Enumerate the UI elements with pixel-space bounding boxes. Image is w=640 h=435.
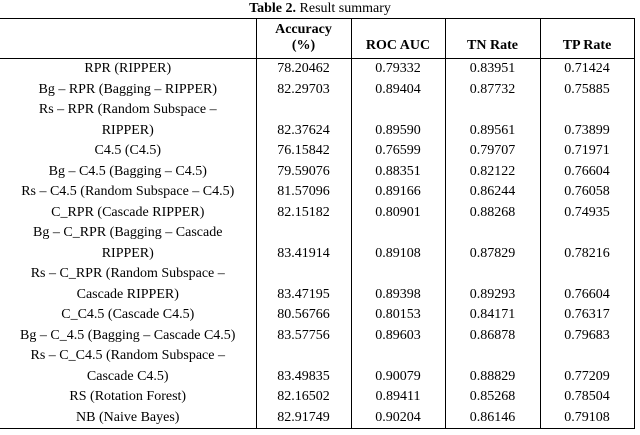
- table-body: RPR (RIPPER) 78.20462 0.79332 0.83951 0.…: [0, 58, 635, 429]
- tp-rate-cell: 0.76058: [539, 182, 635, 203]
- tp-rate-cell: 0.76317: [539, 305, 635, 326]
- tn-rate-cell: 0.83951: [444, 58, 540, 80]
- roc-auc-cell: 0.90079: [350, 346, 445, 387]
- table-row: Rs – RPR (Random Subspace – RIPPER) 82.3…: [0, 100, 635, 141]
- tn-rate-cell: 0.79707: [444, 141, 540, 162]
- table-row: Rs – C4.5 (Random Subspace – C4.5) 81.57…: [0, 182, 635, 203]
- roc-auc-cell: 0.80153: [350, 305, 445, 326]
- roc-auc-cell: 0.80901: [350, 202, 445, 223]
- column-header-tn-rate: TN Rate: [444, 18, 540, 59]
- accuracy-cell: 82.91749: [255, 407, 351, 429]
- model-label-cell: Rs – C_C4.5 (Random Subspace – Cascade C…: [30, 348, 225, 384]
- table-row: RS (Rotation Forest) 82.16502 0.89411 0.…: [0, 387, 635, 408]
- table-row: Bg – C_RPR (Bagging – Cascade RIPPER) 83…: [0, 223, 635, 264]
- tp-rate-cell: 0.79108: [539, 407, 635, 429]
- column-header-accuracy: Accuracy (%): [255, 18, 351, 59]
- model-label-cell: Bg – C_RPR (Bagging – Cascade RIPPER): [33, 225, 223, 261]
- roc-auc-cell: 0.90204: [350, 407, 445, 429]
- table-row: Bg – RPR (Bagging – RIPPER) 82.29703 0.8…: [0, 79, 635, 100]
- accuracy-cell: 78.20462: [255, 58, 351, 80]
- accuracy-cell: 82.16502: [255, 387, 351, 408]
- tn-rate-cell: 0.82122: [444, 161, 540, 182]
- table-row: C_RPR (Cascade RIPPER) 82.15182 0.80901 …: [0, 202, 635, 223]
- accuracy-cell: 79.59076: [255, 161, 351, 182]
- model-label-cell: NB (Naive Bayes): [76, 409, 180, 425]
- accuracy-cell: 82.37624: [255, 100, 351, 141]
- tp-rate-cell: 0.79683: [539, 325, 635, 346]
- accuracy-cell: 82.15182: [255, 202, 351, 223]
- tp-rate-cell: 0.71971: [539, 141, 635, 162]
- table-caption: Table 2. Result summary: [0, 0, 640, 18]
- tn-rate-cell: 0.86878: [444, 325, 540, 346]
- tn-rate-cell: 0.86244: [444, 182, 540, 203]
- roc-auc-cell: 0.89404: [350, 79, 445, 100]
- table-row: NB (Naive Bayes) 82.91749 0.90204 0.8614…: [0, 407, 635, 429]
- tp-rate-cell: 0.76604: [539, 264, 635, 305]
- roc-auc-cell: 0.89398: [350, 264, 445, 305]
- tn-rate-cell: 0.89561: [444, 100, 540, 141]
- results-table: Accuracy (%) ROC AUC TN Rate TP Rate RPR…: [0, 18, 635, 429]
- accuracy-cell: 82.29703: [255, 79, 351, 100]
- table-row: Rs – C_RPR (Random Subspace – Cascade RI…: [0, 264, 635, 305]
- model-label-cell: RS (Rotation Forest): [69, 389, 187, 404]
- model-label-cell: C_RPR (Cascade RIPPER): [51, 204, 205, 220]
- model-label-cell: RPR (RIPPER): [84, 61, 172, 76]
- tp-rate-cell: 0.75885: [539, 79, 635, 100]
- model-label-cell: Rs – C4.5 (Random Subspace – C4.5): [21, 184, 235, 199]
- tp-rate-cell: 0.77209: [539, 346, 635, 387]
- accuracy-cell: 76.15842: [255, 141, 351, 162]
- table-caption-title: Result summary: [296, 1, 391, 16]
- roc-auc-cell: 0.76599: [350, 141, 445, 162]
- model-label-cell: C_C4.5 (Cascade C4.5): [61, 307, 195, 322]
- table-row: Rs – C_C4.5 (Random Subspace – Cascade C…: [0, 346, 635, 387]
- roc-auc-cell: 0.89590: [350, 100, 445, 141]
- tp-rate-cell: 0.78504: [539, 387, 635, 408]
- roc-auc-cell: 0.79332: [350, 58, 445, 80]
- tn-rate-cell: 0.87829: [444, 223, 540, 264]
- accuracy-cell: 83.47195: [255, 264, 351, 305]
- model-label-cell: Bg – RPR (Bagging – RIPPER): [38, 81, 218, 97]
- header-row: Accuracy (%) ROC AUC TN Rate TP Rate: [0, 18, 635, 59]
- column-header-tp-rate: TP Rate: [539, 18, 635, 59]
- roc-auc-cell: 0.89603: [350, 325, 445, 346]
- table-caption-number: Table 2.: [249, 1, 297, 16]
- tn-rate-cell: 0.89293: [444, 264, 540, 305]
- tp-rate-cell: 0.76604: [539, 161, 635, 182]
- table-row: Bg – C4.5 (Bagging – C4.5) 79.59076 0.88…: [0, 161, 635, 182]
- roc-auc-cell: 0.89166: [350, 182, 445, 203]
- tn-rate-cell: 0.88268: [444, 202, 540, 223]
- table-row: Bg – C_4.5 (Bagging – Cascade C4.5) 83.5…: [0, 325, 635, 346]
- tn-rate-cell: 0.86146: [444, 407, 540, 429]
- tn-rate-cell: 0.84171: [444, 305, 540, 326]
- tp-rate-cell: 0.71424: [539, 58, 635, 80]
- roc-auc-cell: 0.89411: [350, 387, 445, 408]
- accuracy-cell: 83.57756: [255, 325, 351, 346]
- column-header-roc-auc: ROC AUC: [350, 18, 445, 59]
- table-header: Accuracy (%) ROC AUC TN Rate TP Rate: [0, 18, 635, 59]
- column-header-model: [0, 18, 256, 59]
- model-label-cell: Bg – C4.5 (Bagging – C4.5): [48, 163, 207, 179]
- model-label-cell: Rs – RPR (Random Subspace – RIPPER): [38, 102, 217, 138]
- model-label-cell: Rs – C_RPR (Random Subspace – Cascade RI…: [30, 266, 225, 302]
- accuracy-cell: 81.57096: [255, 182, 351, 203]
- roc-auc-cell: 0.89108: [350, 223, 445, 264]
- tn-rate-cell: 0.85268: [444, 387, 540, 408]
- tn-rate-cell: 0.88829: [444, 346, 540, 387]
- accuracy-cell: 83.41914: [255, 223, 351, 264]
- accuracy-cell: 80.56766: [255, 305, 351, 326]
- model-label-cell: Bg – C_4.5 (Bagging – Cascade C4.5): [20, 327, 236, 343]
- tp-rate-cell: 0.74935: [539, 202, 635, 223]
- table-row: C_C4.5 (Cascade C4.5) 80.56766 0.80153 0…: [0, 305, 635, 326]
- tp-rate-cell: 0.78216: [539, 223, 635, 264]
- accuracy-cell: 83.49835: [255, 346, 351, 387]
- tn-rate-cell: 0.87732: [444, 79, 540, 100]
- table-row: C4.5 (C4.5) 76.15842 0.76599 0.79707 0.7…: [0, 141, 635, 162]
- roc-auc-cell: 0.88351: [350, 161, 445, 182]
- model-label-cell: C4.5 (C4.5): [94, 143, 162, 158]
- table-row: RPR (RIPPER) 78.20462 0.79332 0.83951 0.…: [0, 58, 635, 80]
- tp-rate-cell: 0.73899: [539, 100, 635, 141]
